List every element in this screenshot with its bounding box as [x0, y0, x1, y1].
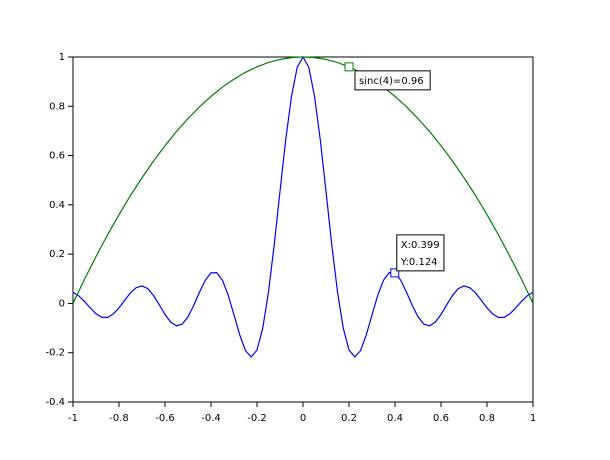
y-tick-label: 1 [59, 52, 65, 63]
y-tick-label: 0 [59, 298, 65, 309]
x-tick-label: 0.8 [479, 413, 495, 424]
datatip-text: sinc(4)=0.96 [359, 76, 424, 87]
datatip-marker [344, 62, 354, 72]
y-tick-label: -0.2 [45, 348, 65, 359]
x-tick-label: -0.4 [201, 413, 221, 424]
datatip-box [396, 234, 445, 272]
x-tick-label: 0.4 [387, 413, 403, 424]
x-tick-label: 1 [530, 413, 536, 424]
datatip-text: Y:0.124 [400, 257, 438, 268]
y-tick-label: 0.4 [49, 200, 65, 211]
x-tick-label: 0.6 [433, 413, 449, 424]
datatip-text: X:0.399 [401, 240, 440, 251]
y-tick-label: 0.6 [49, 151, 65, 162]
y-tick-label: 0.2 [49, 249, 65, 260]
plot-frame [72, 56, 534, 403]
datatip-marker [390, 268, 400, 278]
series-line [72, 56, 534, 304]
x-tick-label: -1 [68, 413, 78, 424]
x-tick-label: -0.8 [109, 413, 129, 424]
series-line [72, 55, 534, 358]
x-tick-label: 0.2 [341, 413, 357, 424]
y-tick-label: 0.8 [49, 101, 65, 112]
datatip-box [354, 70, 431, 91]
x-tick-label: -0.6 [155, 413, 175, 424]
x-tick-label: 0 [300, 413, 306, 424]
y-tick-label: -0.4 [45, 397, 65, 408]
x-tick-label: -0.2 [247, 413, 267, 424]
